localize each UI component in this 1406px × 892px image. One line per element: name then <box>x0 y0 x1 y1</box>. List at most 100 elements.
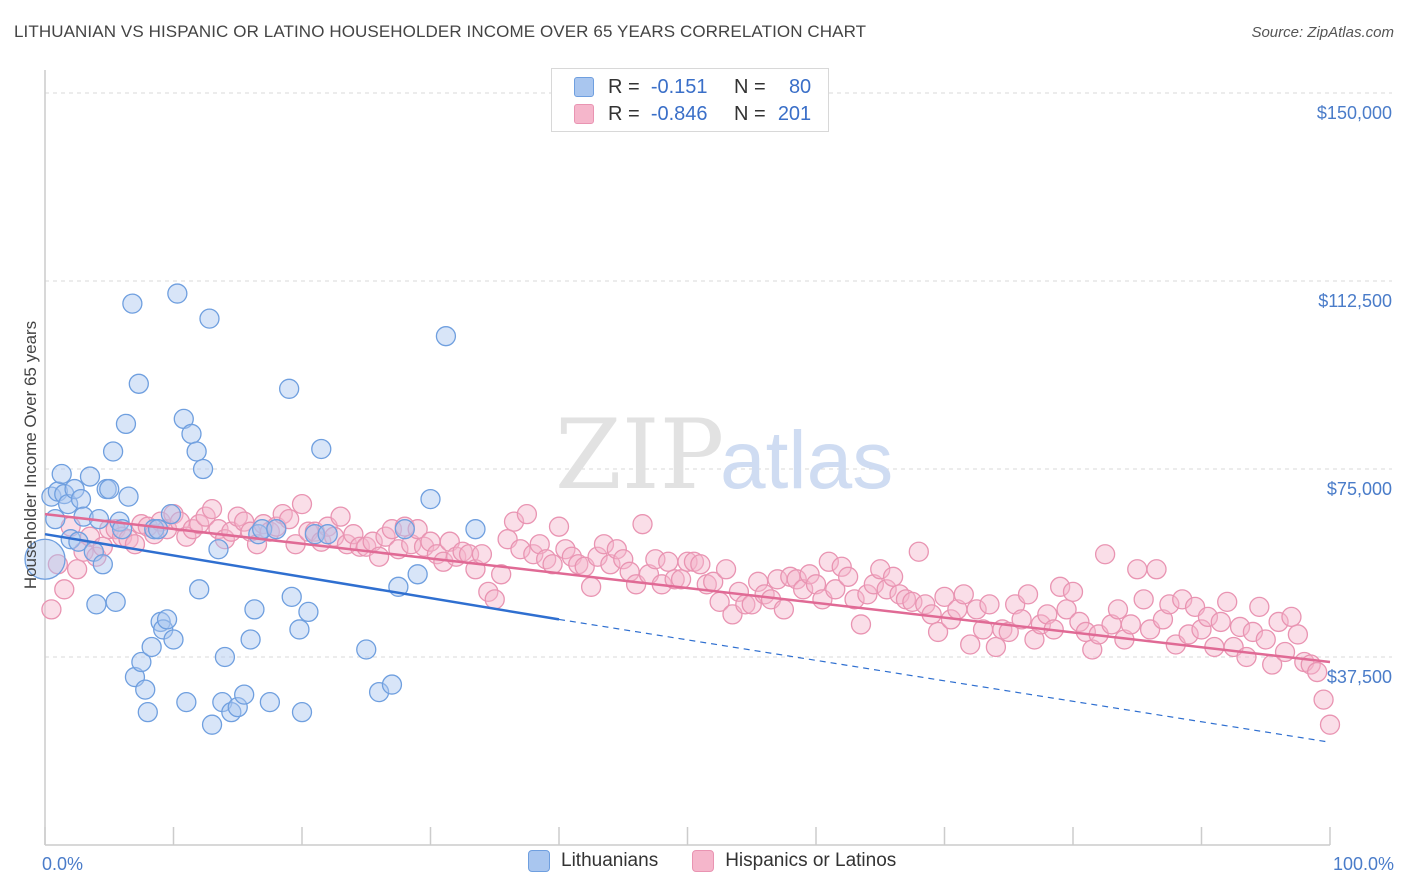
lithuanian-point <box>141 636 162 658</box>
hispanic-point <box>837 566 859 587</box>
lithuanian-point <box>160 503 182 525</box>
scatter-points <box>24 283 1341 735</box>
hispanic-point <box>73 541 94 562</box>
lithuanian-point <box>420 488 441 510</box>
lithuanian-point <box>64 478 85 500</box>
hispanic-point <box>343 524 364 545</box>
lithuanian-point <box>311 438 332 460</box>
lithuanian-point <box>128 373 149 394</box>
hispanic-point <box>805 574 827 595</box>
hispanic-point <box>1037 604 1058 625</box>
hispanic-point <box>1313 689 1334 710</box>
lithuanian-point <box>227 696 248 718</box>
lithuanian-point <box>181 423 202 445</box>
hispanic-point <box>368 546 390 567</box>
lithuanian-point <box>381 674 403 695</box>
hispanic-point <box>1107 599 1129 620</box>
hispanic-point <box>1069 611 1090 633</box>
lithuanian-point <box>214 646 236 668</box>
hispanic-point <box>966 599 987 620</box>
hispanic-point <box>870 559 891 580</box>
legend-n-label: N = <box>733 102 766 125</box>
lithuanian-point <box>163 629 184 650</box>
trend-lines <box>44 512 1331 743</box>
lithuanian-point <box>131 651 152 673</box>
hispanic-point <box>1319 714 1341 735</box>
hispanic-point <box>857 584 878 605</box>
hispanic-point <box>529 534 550 555</box>
lithuanian-point <box>465 519 486 540</box>
bottom-legend-swatch-blue <box>528 850 550 872</box>
hispanic-point <box>831 556 852 577</box>
hispanic-point <box>580 576 602 597</box>
lithuanian-point <box>176 691 197 713</box>
hispanic-point <box>1242 621 1264 643</box>
lithuanian-trend-extension <box>558 618 1331 743</box>
watermark-zip: ZIP <box>555 399 724 511</box>
hispanic-point <box>1172 589 1193 610</box>
legend-r-value: -0.151 <box>650 75 708 98</box>
hispanic-point <box>523 544 544 565</box>
legend-n-value: 80 <box>788 75 812 98</box>
bottom-legend-label: Lithuanians <box>561 850 659 871</box>
hispanic-point <box>915 594 936 615</box>
legend-swatch-pink <box>574 104 594 124</box>
hispanic-point <box>799 564 820 585</box>
lithuanian-point <box>70 488 92 510</box>
hispanic-point <box>1094 544 1116 565</box>
lithuanian-point <box>407 564 428 585</box>
hispanic-point <box>1268 611 1289 633</box>
hispanic-point <box>715 559 737 580</box>
source-label: Source: ZipAtlas.com <box>1251 24 1394 41</box>
hispanic-point <box>1249 596 1270 618</box>
legend-row-lithuanians: R = -0.151 N = 80 <box>574 74 811 100</box>
hispanic-point <box>953 584 974 605</box>
hispanic-point <box>1120 614 1141 635</box>
hispanic-trend-line <box>44 512 1331 664</box>
lithuanian-point <box>118 486 139 507</box>
hispanic-point <box>1024 629 1045 650</box>
lithuanian-point <box>99 478 120 500</box>
lithuanian-point <box>291 702 313 723</box>
hispanic-point <box>863 574 884 595</box>
hispanic-point <box>593 534 615 555</box>
lithuanian-point <box>122 293 143 314</box>
y-tick-label: $75,000 <box>1327 479 1392 499</box>
hispanic-point <box>844 589 865 610</box>
hispanic-point <box>908 541 929 562</box>
bottom-legend-label: Hispanics or Latinos <box>725 850 897 871</box>
hispanic-point <box>1159 594 1180 615</box>
hispanic-point <box>1152 609 1174 630</box>
legend-r-value: -0.846 <box>650 102 708 125</box>
axes <box>44 70 1331 846</box>
hispanic-point <box>818 551 839 572</box>
hispanic-point <box>1307 661 1328 683</box>
lithuanian-point <box>244 599 265 620</box>
lithuanian-point <box>394 519 415 540</box>
legend-swatch-blue <box>574 77 594 97</box>
y-tick-label: $37,500 <box>1327 667 1392 687</box>
lithuanian-point <box>266 519 287 540</box>
bottom-legend-item-lithuanians: Lithuanians <box>528 850 658 872</box>
lithuanian-point <box>356 639 377 660</box>
lithuanian-point <box>368 681 390 703</box>
lithuanian-point <box>189 579 210 600</box>
y-tick-label: $150,000 <box>1317 103 1392 123</box>
hispanic-point <box>786 569 807 590</box>
hispanic-point <box>998 621 1019 643</box>
hispanic-point <box>1082 639 1103 660</box>
lithuanian-point <box>234 684 255 705</box>
lithuanian-point <box>105 591 126 613</box>
lithuanian-point <box>289 619 310 640</box>
hispanic-point <box>902 591 923 613</box>
lithuanian-point <box>199 308 220 329</box>
lithuanian-point <box>208 539 229 560</box>
hispanic-point <box>1217 591 1238 613</box>
lithuanian-point <box>135 679 156 700</box>
bottom-legend: Lithuanians Hispanics or Latinos <box>528 850 930 872</box>
x-tick-labels: 0.0% 100.0% <box>42 854 1394 874</box>
lithuanian-point <box>86 594 107 615</box>
x-tick-label: 100.0% <box>1333 854 1394 874</box>
hispanic-point <box>664 569 685 590</box>
